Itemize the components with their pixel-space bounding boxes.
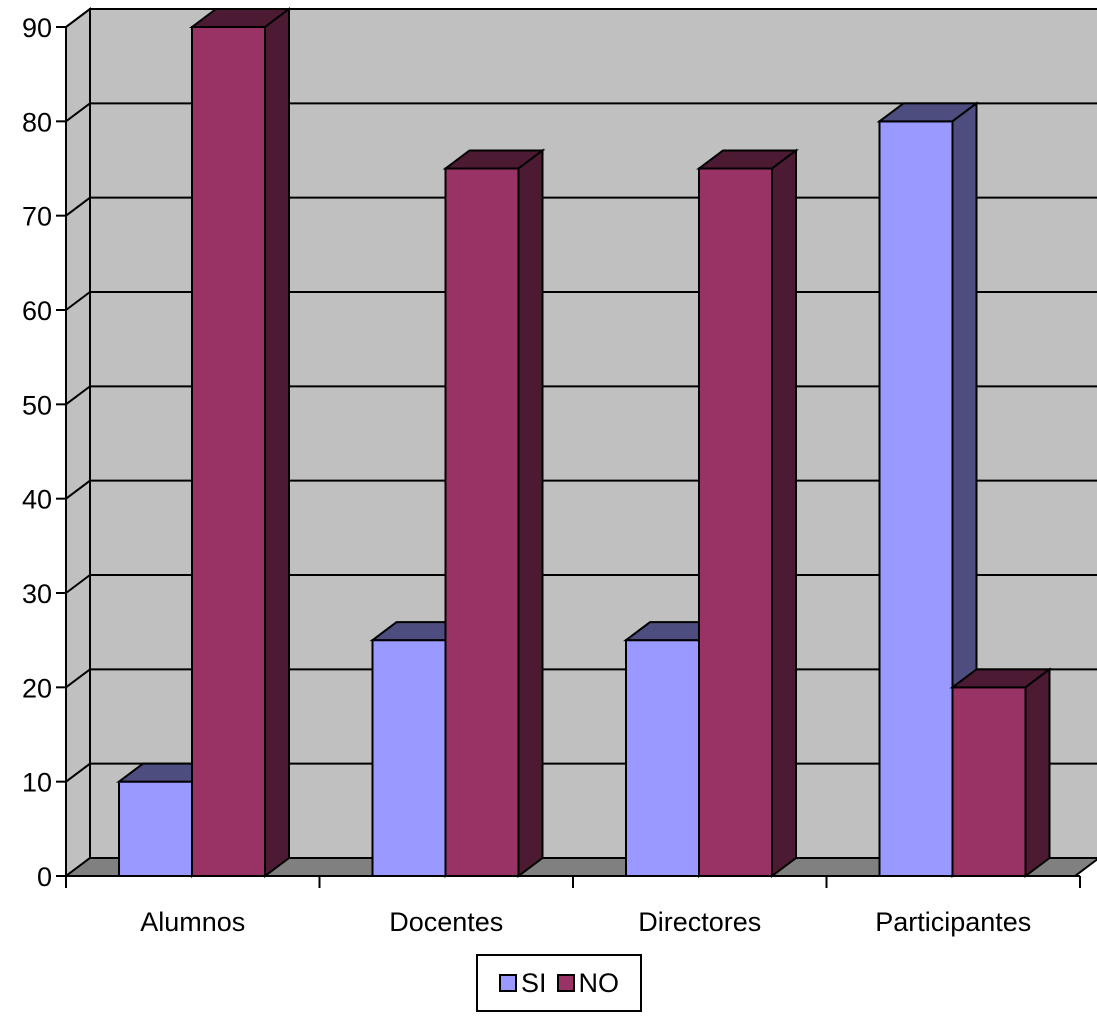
bar-front-no-participantes — [951, 686, 1027, 877]
bar-front-si-directores — [625, 639, 700, 878]
y-tick-label-80: 80 — [22, 107, 52, 137]
legend-swatch-si — [498, 974, 517, 992]
y-tick-label-10: 10 — [22, 768, 52, 798]
bar-front-no-docentes — [444, 167, 520, 877]
y-tick-label-60: 60 — [22, 296, 52, 326]
bar-side-no-alumnos — [264, 7, 290, 878]
legend-item-no: NO — [556, 967, 620, 998]
bar-side-no-docentes — [517, 148, 544, 878]
bar-front-si-alumnos — [118, 780, 193, 878]
bar-front-no-alumnos — [191, 26, 266, 877]
y-tick-label-70: 70 — [22, 202, 52, 232]
x-tick-labels: Alumnos Docentes Directores Participantes — [140, 907, 1031, 937]
bar-front-si-participantes — [878, 120, 954, 878]
bar-no-docentes — [442, 148, 546, 878]
legend-label-si: SI — [520, 967, 547, 998]
bar-front-si-docentes — [371, 639, 447, 878]
y-tick-label-30: 30 — [22, 579, 52, 609]
legend-item-si: SI — [498, 967, 547, 998]
y-tick-label-50: 50 — [22, 390, 52, 420]
axes — [56, 26, 1081, 888]
y-tick-label-0: 0 — [37, 862, 52, 892]
y-tick-labels: 0 10 20 30 40 50 60 70 80 90 — [22, 13, 52, 892]
y-tick-label-90: 90 — [22, 13, 52, 43]
bar-no-alumnos — [189, 7, 292, 878]
bar-side-no-participantes — [1024, 667, 1051, 878]
legend-label-no: NO — [578, 967, 620, 998]
x-tick-label-docentes: Docentes — [389, 907, 503, 937]
legend: SI NO — [476, 954, 642, 1012]
x-tick-label-directores: Directores — [638, 907, 761, 937]
gridline-80 — [65, 102, 1097, 123]
bar-side-no-directores — [771, 148, 797, 878]
bar-front-no-directores — [698, 167, 773, 877]
bar-no-directores — [696, 148, 799, 878]
gridline-90 — [65, 8, 1097, 28]
bars — [116, 7, 1053, 878]
y-tick-label-20: 20 — [22, 673, 52, 703]
y-tick-label-40: 40 — [22, 485, 52, 515]
x-tick-label-participantes: Participantes — [875, 907, 1031, 937]
bar-no-participantes — [949, 667, 1053, 878]
x-tick-label-alumnos: Alumnos — [140, 907, 245, 937]
legend-swatch-no — [556, 974, 575, 992]
side-wall — [65, 7, 91, 878]
